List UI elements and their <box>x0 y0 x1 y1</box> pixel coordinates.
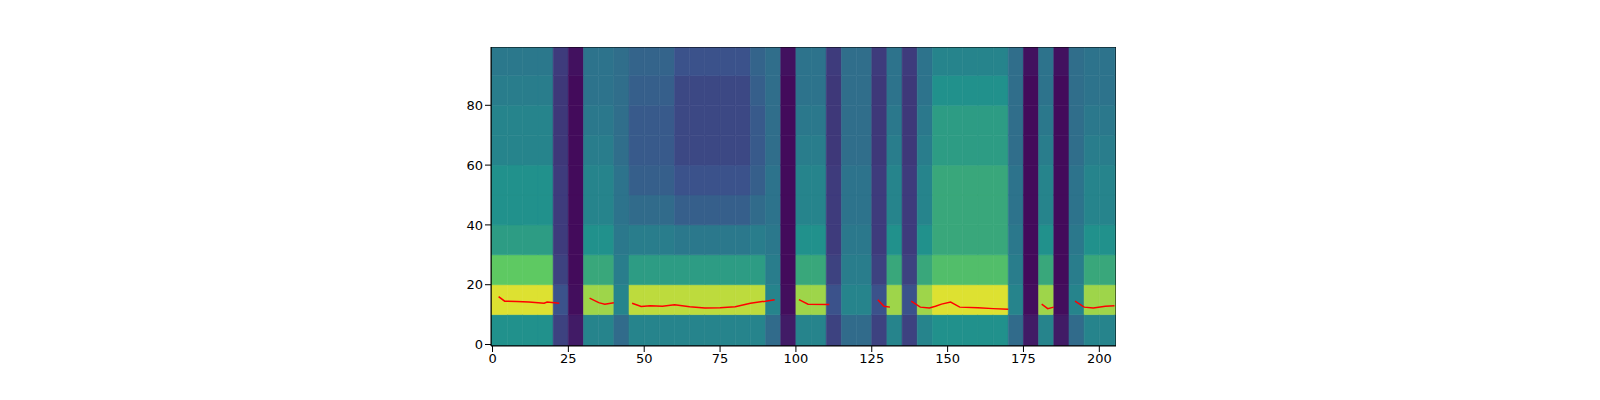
svg-text:150: 150 <box>935 351 960 366</box>
svg-text:20: 20 <box>466 277 483 292</box>
svg-text:0: 0 <box>475 337 483 352</box>
svg-text:200: 200 <box>1087 351 1112 366</box>
svg-text:40: 40 <box>466 218 483 233</box>
svg-text:25: 25 <box>560 351 577 366</box>
svg-text:60: 60 <box>466 158 483 173</box>
svg-text:125: 125 <box>859 351 884 366</box>
svg-text:50: 50 <box>636 351 653 366</box>
svg-text:100: 100 <box>784 351 809 366</box>
svg-text:0: 0 <box>488 351 496 366</box>
svg-text:75: 75 <box>712 351 729 366</box>
svg-text:80: 80 <box>466 98 483 113</box>
svg-text:175: 175 <box>1011 351 1036 366</box>
